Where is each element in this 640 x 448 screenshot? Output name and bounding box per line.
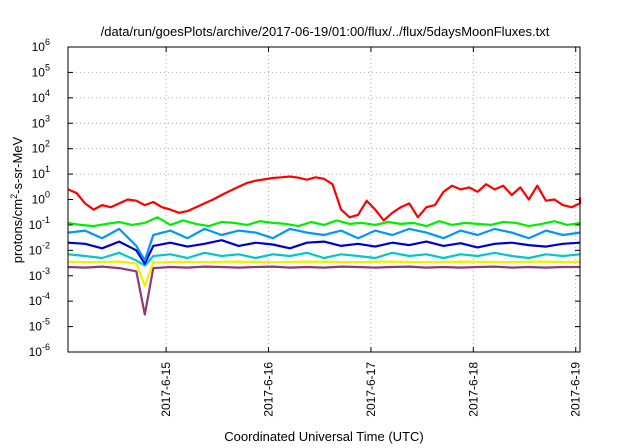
y-tick-exponent: 2 [45,139,50,149]
x-tick-label: 2017-6-15 [159,362,173,417]
y-tick-label: 101 [32,164,50,181]
y-tick-exponent: -5 [42,317,50,327]
y-tick-exponent: 5 [45,62,50,72]
y-tick-label: 102 [32,139,50,156]
plot-frame [67,46,581,353]
y-tick-exponent: 1 [45,164,50,174]
y-tick-label: 10-4 [29,291,50,308]
y-tick-label: 10-2 [29,240,50,257]
series-line [67,216,581,228]
series-line [67,260,580,287]
y-axis-label-rest: -s-sr-MeV [10,136,25,193]
y-tick-exponent: -6 [42,342,50,352]
y-tick-exponent: 3 [45,113,50,123]
y-tick-base: 10 [32,116,46,130]
y-tick-base: 10 [32,142,46,156]
series-line [67,251,581,267]
y-tick-label: 10-5 [29,317,50,334]
y-tick-exponent: -2 [42,240,50,250]
y-tick-exponent: -3 [42,266,50,276]
y-axis-label-sup: 2 [9,194,19,199]
y-tick-exponent: -1 [42,215,50,225]
y-tick-base: 10 [29,218,43,232]
y-tick-base: 10 [32,65,46,79]
y-tick-label: 106 [32,37,50,54]
y-tick-base: 10 [32,40,46,54]
y-tick-base: 10 [29,345,43,359]
y-tick-base: 10 [29,294,43,308]
y-tick-exponent: 4 [45,88,50,98]
chart-title: /data/run/goesPlots/archive/2017-06-19/0… [101,24,550,39]
series-line [67,175,582,222]
x-tick-label: 2017-6-19 [569,362,583,417]
series-line [67,227,581,262]
y-tick-label: 10-6 [29,342,50,359]
y-tick-label: 103 [32,113,50,130]
y-tick-exponent: 6 [45,37,50,47]
y-tick-label: 104 [32,88,50,105]
x-tick-labels: 2017-6-15 2017-6-16 2017-6-17 2017-6-18 2017… [159,362,583,417]
y-tick-base: 10 [29,269,43,283]
x-tick-label: 2017-6-18 [466,362,480,417]
y-tick-base: 10 [29,320,43,334]
y-tick-base: 10 [29,243,43,257]
y-tick-base: 10 [32,167,46,181]
y-tick-exponent: -4 [42,291,50,301]
series-line [67,239,581,265]
y-tick-base: 10 [32,193,46,207]
series-line [67,265,580,316]
series-layer [67,175,582,316]
y-axis-label-main: protons/cm [10,199,25,263]
y-tick-label: 10-1 [29,215,50,232]
x-axis-label: Coordinated Universal Time (UTC) [224,429,423,444]
y-tick-label: 105 [32,62,50,79]
y-tick-label: 10-3 [29,266,50,283]
y-axis-label: protons/cm2-s-sr-MeV [9,136,25,263]
y-tick-exponent: 0 [45,190,50,200]
x-tick-label: 2017-6-16 [262,362,276,417]
x-tick-label: 2017-6-17 [364,362,378,417]
y-tick-base: 10 [32,91,46,105]
y-tick-label: 100 [32,190,50,207]
y-tick-labels: 10-610-510-410-310-210-11001011021031041… [29,37,50,359]
grid-layer [68,46,580,353]
